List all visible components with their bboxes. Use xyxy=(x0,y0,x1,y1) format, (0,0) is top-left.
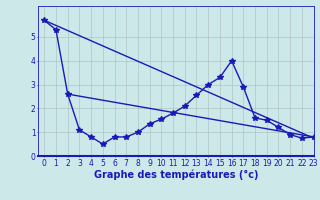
X-axis label: Graphe des températures (°c): Graphe des températures (°c) xyxy=(94,169,258,180)
